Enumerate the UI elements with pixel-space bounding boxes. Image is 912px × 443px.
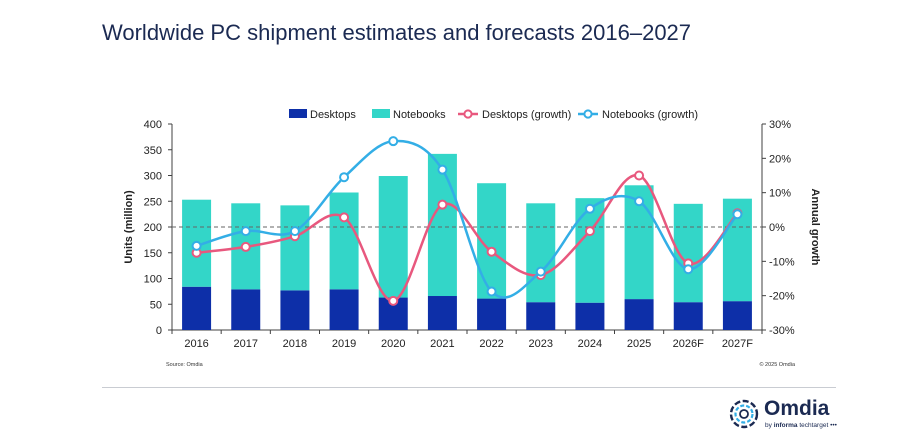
notebooks-growth-point-2026F — [683, 264, 694, 275]
desktops-growth-point-2022 — [486, 246, 497, 257]
y2-tick-label: -20% — [769, 291, 795, 303]
y-tick-label: 0 — [156, 325, 162, 337]
y-tick-label: 300 — [144, 171, 162, 183]
legend-marker-3 — [583, 109, 593, 119]
notebooks-growth-point-2027F — [732, 209, 743, 220]
footer-divider — [102, 387, 836, 388]
x-tick-label: 2023 — [529, 338, 553, 350]
y2-tick-label: 30% — [769, 119, 791, 131]
legend-swatch-1 — [372, 109, 390, 118]
copyright-note: © 2025 Omdia — [759, 361, 795, 368]
desktops-growth-line — [196, 174, 739, 303]
chart: 0 50 100 150 200 250 300 350 400 -30% -20% -10% 0% 10… — [123, 109, 821, 369]
y-tick-label: 150 — [144, 248, 162, 260]
y-tick-label: 400 — [144, 119, 162, 131]
x-tick-label: 2027F — [722, 338, 753, 350]
notebooks-growth-point-2021 — [437, 164, 448, 175]
notebooks-growth-point-2023 — [535, 266, 546, 277]
legend-label-3: Notebooks (growth) — [602, 109, 698, 121]
bar-desktops-2022 — [477, 298, 507, 330]
desktops-growth-point-2017 — [240, 241, 251, 252]
page-title: Worldwide PC shipment estimates and fore… — [102, 20, 692, 45]
notebooks-growth-point-2022 — [486, 286, 497, 297]
omdia-logo-text: Omdia — [764, 397, 830, 420]
omdia-logo-icon — [729, 399, 759, 429]
x-tick-label: 2020 — [381, 338, 405, 350]
legend-swatch-0 — [289, 109, 307, 118]
x-tick-label: 2021 — [430, 338, 454, 350]
y2-tick-label: 0% — [769, 222, 785, 234]
bar-desktops-2025 — [624, 299, 654, 330]
y-tick-label: 250 — [144, 196, 162, 208]
notebooks-growth-point-2024 — [584, 203, 595, 214]
notebooks-growth-point-2020 — [388, 136, 399, 147]
legend-label-1: Notebooks — [393, 109, 446, 121]
x-tick-label: 2018 — [283, 338, 307, 350]
bar-desktops-2021 — [427, 296, 457, 330]
y-tick-label: 200 — [144, 222, 162, 234]
desktops-growth-point-2021 — [437, 199, 448, 210]
desktops-growth-point-2020 — [388, 295, 399, 306]
bar-desktops-2024 — [575, 302, 605, 330]
chart-labels: Units (million) Annual growth 2016 2017 2018… — [123, 189, 821, 369]
omdia-logo-tagline: by informa techtarget ••• — [765, 422, 837, 429]
x-tick-label: 2016 — [184, 338, 208, 350]
bar-desktops-2027F — [722, 301, 752, 330]
y-tick-label: 350 — [144, 145, 162, 157]
bar-notebooks-2023 — [526, 203, 556, 303]
y2-tick-label: 20% — [769, 153, 791, 165]
chart-axes: 0 50 100 150 200 250 300 350 400 -30% -20% -10% 0% 10… — [144, 119, 795, 337]
x-tick-label: 2026F — [673, 338, 704, 350]
x-tick-label: 2024 — [578, 338, 602, 350]
x-tick-label: 2017 — [234, 338, 258, 350]
bar-desktops-2018 — [280, 290, 310, 330]
bar-desktops-2019 — [329, 289, 359, 330]
x-tick-label: 2025 — [627, 338, 651, 350]
desktops-growth-point-2024 — [584, 226, 595, 237]
chart-legend: Desktops Notebooks Desktops (growth) Notebo… — [289, 109, 698, 121]
bar-desktops-2016 — [182, 286, 212, 330]
bar-notebooks-2020 — [378, 176, 408, 298]
y-tick-label: 100 — [144, 274, 162, 286]
notebooks-growth-point-2019 — [339, 172, 350, 183]
bar-notebooks-2021 — [427, 153, 457, 297]
legend-label-0: Desktops — [310, 109, 356, 121]
y2-tick-label: -30% — [769, 325, 795, 337]
bar-desktops-2017 — [231, 289, 261, 330]
y2-tick-label: -10% — [769, 256, 795, 268]
y2-tick-label: 10% — [769, 188, 791, 200]
notebooks-growth-point-2017 — [240, 226, 251, 237]
y2-axis-title: Annual growth — [809, 189, 821, 266]
x-tick-label: 2019 — [332, 338, 356, 350]
notebooks-growth-point-2016 — [191, 240, 202, 251]
bar-desktops-2026F — [673, 302, 703, 330]
bar-notebooks-2018 — [280, 205, 310, 291]
chart-lines — [191, 136, 743, 306]
bar-notebooks-2024 — [575, 198, 605, 303]
y-tick-label: 50 — [150, 299, 162, 311]
y-axis-title: Units (million) — [123, 190, 135, 264]
desktops-growth-point-2025 — [634, 170, 645, 181]
x-tick-label: 2022 — [479, 338, 503, 350]
notebooks-growth-point-2018 — [289, 226, 300, 237]
source-note: Source: Omdia — [166, 362, 204, 368]
bar-notebooks-2019 — [329, 192, 359, 290]
bar-desktops-2023 — [526, 302, 556, 330]
legend-marker-2 — [463, 109, 473, 119]
chart-bars — [182, 153, 752, 330]
legend-label-2: Desktops (growth) — [482, 109, 571, 121]
omdia-logo: Omdia by informa techtarget ••• — [728, 396, 838, 436]
desktops-growth-point-2019 — [339, 212, 350, 223]
notebooks-growth-point-2025 — [634, 196, 645, 207]
